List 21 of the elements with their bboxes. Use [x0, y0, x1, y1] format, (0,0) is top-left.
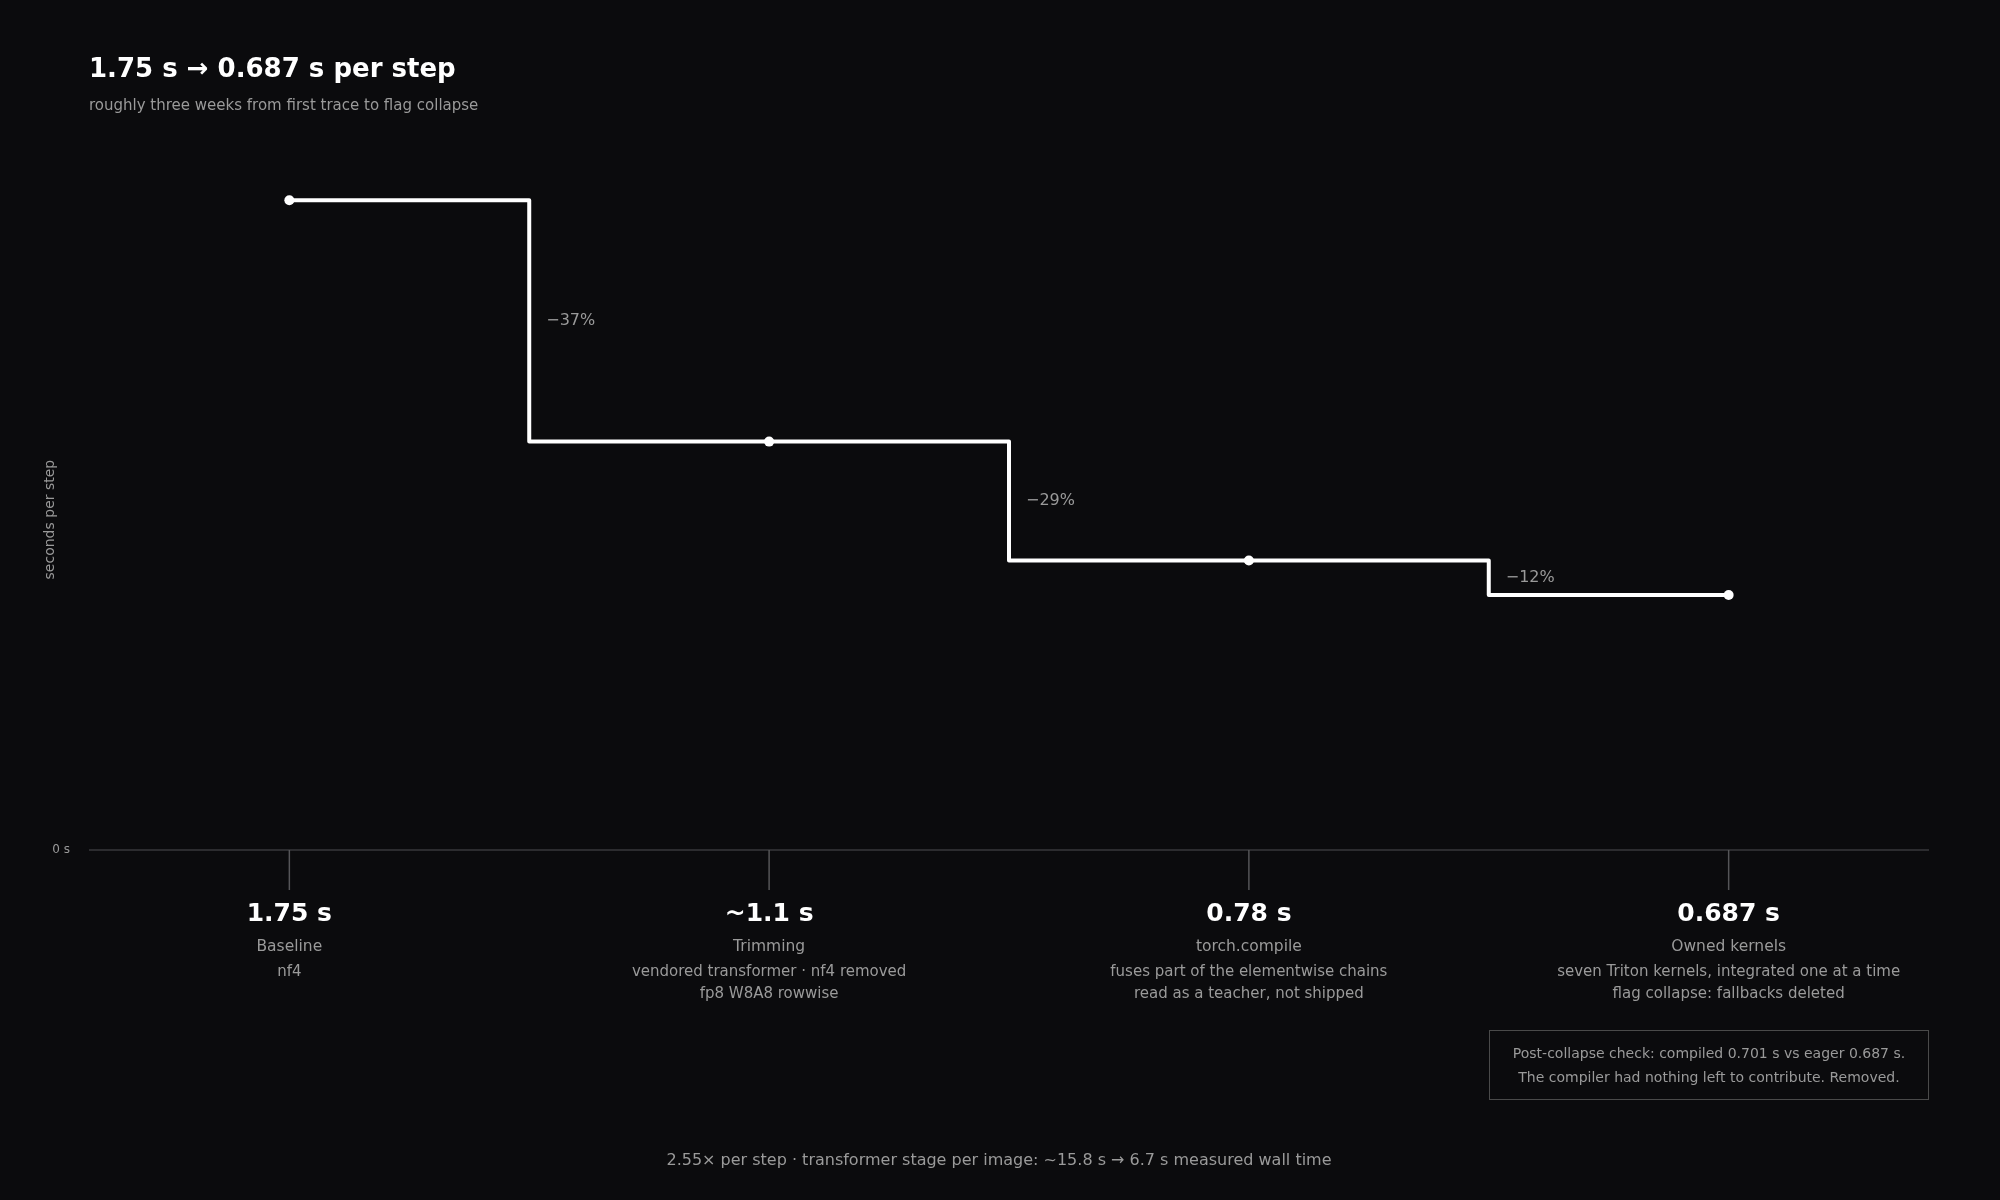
data-label: 0.687 s [1677, 897, 1780, 927]
annotation: −12% [1505, 566, 1555, 586]
x-tick-label: Trimming vendored transformer · nf4 removed fp8 W8A8 rowwise [631, 937, 907, 1002]
data-label: 0.78 s [1206, 897, 1292, 927]
data-label: 1.75 s [246, 897, 332, 927]
point [764, 436, 775, 447]
point [1243, 555, 1254, 566]
y-axis-title: seconds per step [41, 459, 58, 580]
annotation: −29% [1026, 490, 1075, 510]
x-tick-label: torch.compile fuses part of the elementwise chains read as a teacher, not shipped [1110, 937, 1388, 1002]
x-tick-label: Owned kernels seven Triton kernels, integrated one at a time flag collapse: fallbacks deleted [1557, 937, 1901, 1002]
annotation: −37% [546, 310, 596, 330]
text: Post-collapse check: compiled 0.701 s vs eager 0.687 s. The compiler had nothing left to contribute. Removed. [1489, 1030, 1929, 1100]
point [284, 195, 295, 206]
chart-title: 1.75 s → 0.687 s per step [89, 53, 456, 84]
ref-line-label: 0 s [52, 842, 70, 857]
chart-subtitle: roughly three weeks from first trace to flag collapse [89, 96, 479, 115]
point [1723, 589, 1734, 600]
text: 2.55× per step · transformer stage per image: ~15.8 s → 6.7 s measured wall time [666, 1149, 1332, 1169]
x-tick-label: Baseline nf4 [256, 937, 323, 980]
data-label: ~1.1 s [724, 897, 814, 927]
